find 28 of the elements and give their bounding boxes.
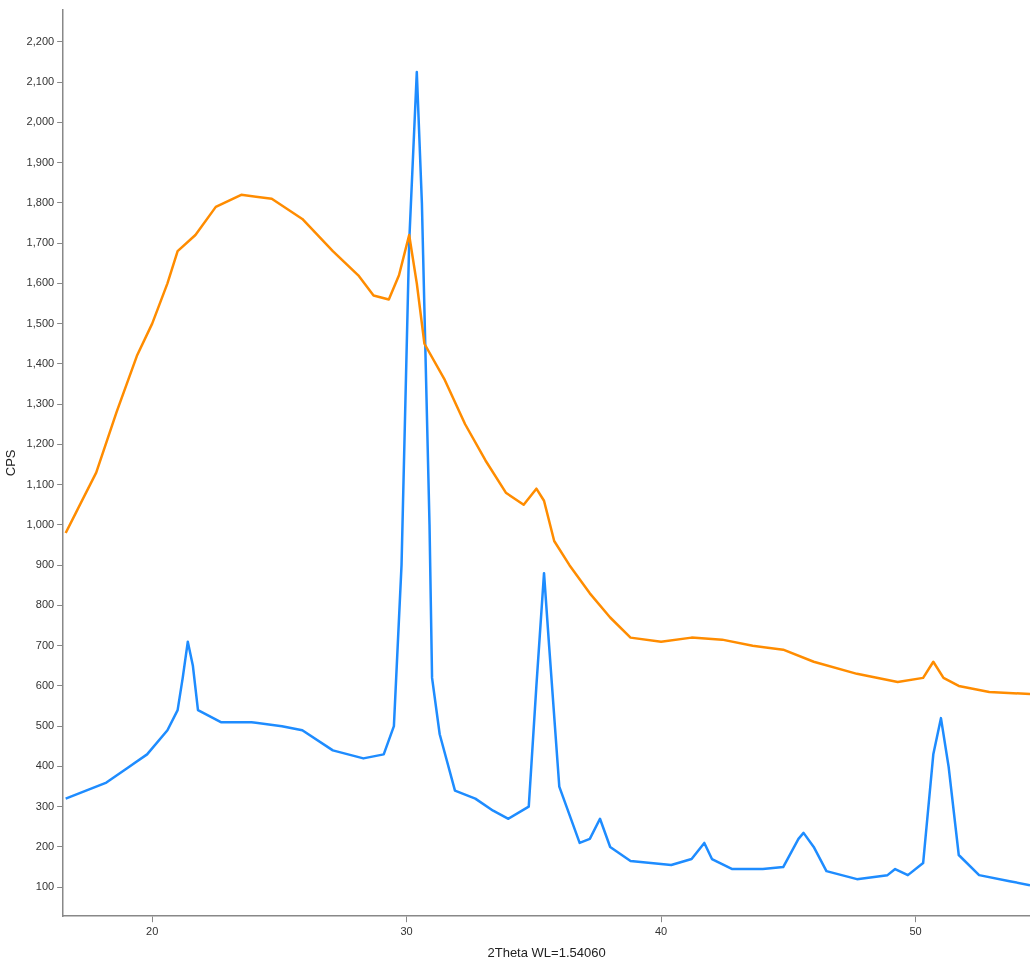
y-tick-label: 2,200 — [26, 34, 55, 47]
y-tick-label: 600 — [35, 678, 55, 691]
y-tick-label: 700 — [35, 638, 55, 651]
y-tick-label: 1,700 — [26, 236, 55, 249]
y-tick-label: 300 — [35, 799, 55, 812]
y-tick-label: 500 — [35, 719, 55, 732]
x-tick-label: 50 — [909, 924, 922, 937]
y-tick-label: 1,000 — [26, 517, 55, 530]
y-tick-label: 2,000 — [26, 115, 55, 128]
y-tick-label: 100 — [35, 880, 55, 893]
y-tick-label: 2,100 — [26, 75, 55, 88]
y-tick-label: 1,300 — [26, 397, 55, 410]
y-tick-label: 1,900 — [26, 155, 55, 168]
y-tick-label: 800 — [35, 598, 55, 611]
y-tick-label: 1,500 — [26, 316, 55, 329]
x-axis-title: 2Theta WL=1.54060 — [487, 944, 606, 960]
x-tick-label: 40 — [654, 924, 668, 937]
y-tick-label: 400 — [35, 759, 55, 772]
y-tick-label: 900 — [35, 558, 55, 571]
y-tick-label: 1,800 — [26, 195, 55, 208]
y-tick-label: 1,600 — [26, 276, 55, 289]
y-tick-label: 1,100 — [26, 477, 55, 490]
y-tick-label: 1,400 — [26, 356, 55, 369]
x-tick-label: 20 — [146, 924, 159, 937]
y-tick-label: 1,200 — [26, 437, 55, 450]
y-tick-label: 200 — [35, 839, 55, 852]
y-axis-title: CPS — [3, 449, 19, 477]
x-tick-label: 30 — [400, 924, 413, 937]
